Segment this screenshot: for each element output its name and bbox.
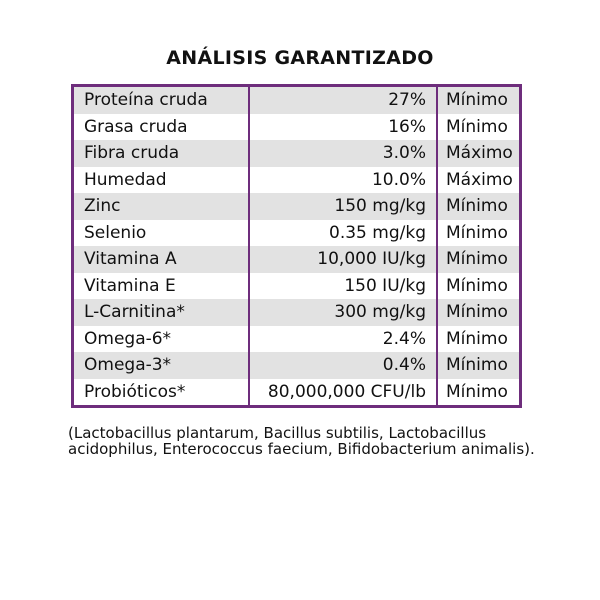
page-title: ANÁLISIS GARANTIZADO: [166, 47, 434, 69]
nutrient-name: Vitamina E: [84, 275, 176, 296]
guaranteed-analysis-table: Proteína cruda 27% Mínimo Grasa cruda 16% Mín…: [71, 84, 522, 408]
nutrient-value: 80,000,000 CFU/lb: [248, 378, 437, 407]
nutrient-value: 3.0%: [248, 140, 437, 167]
nutrient-value: 150 mg/kg: [248, 193, 437, 220]
nutrient-name: Zinc: [72, 193, 249, 220]
table-row: Probióticos* 80,000,000 CFU/lb Mínimo: [73, 378, 521, 407]
limit-type: Mínimo: [436, 193, 521, 220]
nutrient-name: L-Carnitina*: [72, 299, 249, 326]
table-row: Omega-3* 0.4% Mínimo: [72, 352, 521, 379]
limit-type: Mínimo: [436, 85, 521, 114]
table-row: Vitamina E 150 IU/kg Mínimo: [73, 272, 521, 299]
limit-type: Mínimo: [436, 378, 521, 407]
nutrient-value: 2.4%: [248, 325, 437, 352]
footnote: (Lactobacillus plantarum, Bacillus subti…: [68, 424, 535, 458]
nutrient-name: Omega-6*: [84, 328, 172, 349]
nutrient-value: 27%: [248, 85, 437, 114]
table-row: L-Carnitina* 300 mg/kg Mínimo: [72, 299, 521, 326]
nutrient-value: 150 IU/kg: [248, 272, 437, 299]
nutrient-name: Proteína cruda: [72, 85, 249, 114]
nutrient-value: 0.4%: [248, 352, 437, 379]
nutrient-value: 10.0%: [248, 166, 437, 193]
limit-type: Mínimo: [436, 352, 521, 379]
nutrient-value: 16%: [248, 113, 437, 140]
table-row: Proteína cruda 27% Mínimo: [72, 85, 521, 114]
table-row: Omega-6* 2.4% Mínimo: [73, 325, 521, 352]
limit-type: Mínimo: [436, 246, 521, 273]
limit-type: Máximo: [436, 140, 521, 167]
table-row: Selenio 0.35 mg/kg Mínimo: [73, 219, 521, 246]
nutrient-value: 300 mg/kg: [248, 299, 437, 326]
limit-type: Mínimo: [436, 272, 521, 299]
nutrient-name: Fibra cruda: [72, 140, 249, 167]
nutrient-name: Omega-3*: [72, 352, 249, 379]
table-row: Humedad 10.0% Máximo: [73, 166, 521, 193]
limit-type: Mínimo: [436, 325, 521, 352]
nutrient-name: Probióticos*: [84, 381, 186, 402]
table-row: Vitamina A 10,000 IU/kg Mínimo: [72, 246, 521, 273]
nutrient-value: 0.35 mg/kg: [248, 219, 437, 246]
limit-type: Máximo: [436, 166, 521, 193]
table-row: Fibra cruda 3.0% Máximo: [72, 140, 521, 167]
nutrient-value: 10,000 IU/kg: [248, 246, 437, 273]
table-row: Zinc 150 mg/kg Mínimo: [72, 193, 521, 220]
nutrient-name: Selenio: [84, 222, 147, 243]
table-row: Grasa cruda 16% Mínimo: [73, 113, 521, 140]
limit-type: Mínimo: [436, 219, 521, 246]
limit-type: Mínimo: [436, 113, 521, 140]
nutrient-name: Humedad: [84, 169, 167, 190]
nutrient-name: Vitamina A: [72, 246, 249, 273]
limit-type: Mínimo: [436, 299, 521, 326]
nutrient-name: Grasa cruda: [84, 116, 188, 137]
